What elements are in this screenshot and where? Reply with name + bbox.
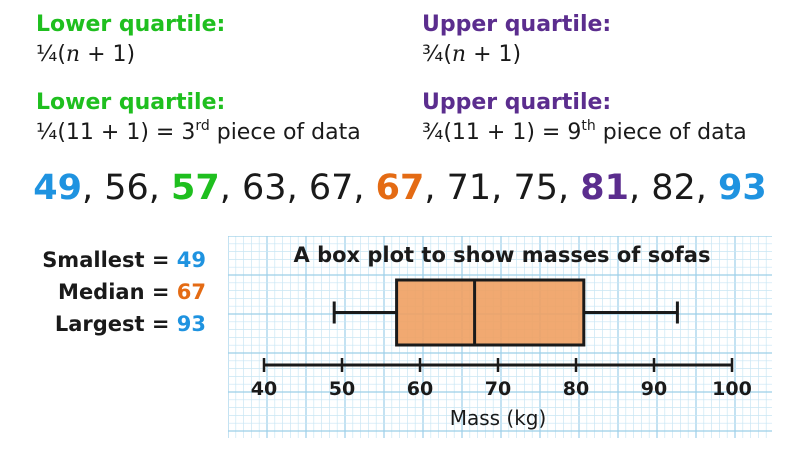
upper-quartile-heading-2: Upper quartile: xyxy=(422,90,612,115)
box-plot-svg: A box plot to show masses of sofas 40 50 60… xyxy=(228,236,772,438)
ordered-data-list: 49, 56, 57, 63, 67, 67, 71, 75, 81, 82, … xyxy=(0,166,800,210)
interquartile-box xyxy=(395,278,586,347)
data-separator: , xyxy=(628,168,652,208)
data-separator: , xyxy=(491,168,514,208)
data-value: 71 xyxy=(446,168,492,208)
upper-quartile-formula: ¾(n + 1) xyxy=(422,42,522,67)
data-separator: , xyxy=(286,168,309,208)
lower-quartile-formula: ¼(n + 1) xyxy=(36,42,136,67)
largest-value: 93 xyxy=(176,312,206,336)
x-tick-label: 50 xyxy=(329,378,355,400)
lower-quartile-heading: Lower quartile: xyxy=(36,12,226,37)
upper-quartile-calc-block: Upper quartile: ¾(11 + 1) = 9th piece of… xyxy=(422,90,747,146)
lower-quartile-calculation: ¼(11 + 1) = 3rd piece of data xyxy=(36,117,361,145)
upper-quartile-calculation: ¾(11 + 1) = 9th piece of data xyxy=(422,117,747,145)
data-value: 67 xyxy=(308,168,354,208)
data-separator: , xyxy=(353,168,376,208)
median-stat: Median = 67 xyxy=(58,280,206,304)
x-tick-label: 60 xyxy=(407,378,433,400)
data-value: 82 xyxy=(651,168,696,208)
smallest-stat: Smallest = 49 xyxy=(42,248,206,272)
lower-quartile-heading-2: Lower quartile: xyxy=(36,90,226,115)
chart-title: A box plot to show masses of sofas xyxy=(294,243,711,267)
box-plot-chart: A box plot to show masses of sofas 40 50 60… xyxy=(228,236,772,438)
x-tick-label: 70 xyxy=(485,378,511,400)
data-separator: , xyxy=(148,168,172,208)
data-value: 93 xyxy=(718,168,767,208)
data-value: 63 xyxy=(242,168,287,208)
data-separator: , xyxy=(695,168,719,208)
lower-quartile-calc-block: Lower quartile: ¼(11 + 1) = 3rd piece of… xyxy=(36,90,361,146)
x-tick-label: 40 xyxy=(251,378,277,400)
data-value: 57 xyxy=(171,168,220,208)
smallest-value: 49 xyxy=(176,248,206,272)
data-value: 75 xyxy=(513,168,558,208)
data-separator: , xyxy=(424,168,447,208)
data-value: 81 xyxy=(580,168,629,208)
largest-stat: Largest = 93 xyxy=(54,312,206,336)
x-tick-label: 80 xyxy=(563,378,589,400)
data-separator: , xyxy=(81,168,105,208)
lower-quartile-formula-block: Lower quartile: ¼(n + 1) xyxy=(36,12,225,68)
median-value: 67 xyxy=(176,280,206,304)
data-separator: , xyxy=(219,168,243,208)
x-tick-label: 100 xyxy=(712,378,752,400)
upper-quartile-formula-block: Upper quartile: ¾(n + 1) xyxy=(422,12,611,68)
data-separator: , xyxy=(557,168,581,208)
data-value: 49 xyxy=(33,168,82,208)
data-value: 67 xyxy=(375,168,425,208)
x-axis-label: Mass (kg) xyxy=(450,406,547,430)
upper-quartile-heading: Upper quartile: xyxy=(422,12,612,37)
x-tick-label: 90 xyxy=(641,378,667,400)
data-value: 56 xyxy=(104,168,149,208)
